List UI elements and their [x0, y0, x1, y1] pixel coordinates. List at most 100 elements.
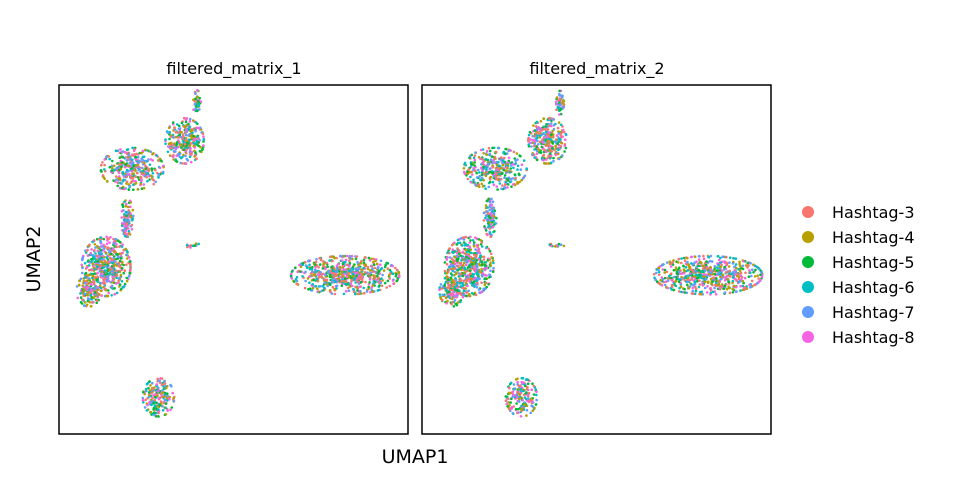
scatter-point — [670, 272, 673, 276]
scatter-point — [750, 274, 753, 278]
scatter-point — [710, 260, 714, 263]
legend-label: Hashtag-6 — [832, 278, 915, 297]
scatter-point — [672, 275, 676, 279]
scatter-point — [370, 264, 374, 268]
scatter-point — [315, 264, 319, 267]
scatter-point — [488, 178, 492, 181]
scatter-point — [85, 266, 89, 269]
scatter-point — [555, 96, 559, 99]
scatter-point — [95, 299, 99, 303]
scatter-point — [759, 278, 762, 282]
legend: Hashtag-3Hashtag-4Hashtag-5Hashtag-6Hash… — [802, 203, 915, 347]
scatter-point — [340, 259, 344, 262]
scatter-point — [555, 108, 558, 111]
scatter-point — [375, 278, 378, 282]
scatter-point — [464, 235, 468, 239]
scatter-point — [509, 177, 513, 181]
scatter-point — [484, 264, 487, 268]
scatter-point — [152, 182, 155, 186]
scatter-point — [468, 264, 472, 268]
scatter-point — [175, 135, 178, 139]
scatter-point — [516, 390, 519, 394]
scatter-point — [500, 187, 503, 191]
scatter-point — [462, 261, 466, 265]
scatter-point — [711, 280, 714, 283]
scatter-point — [372, 277, 376, 280]
scatter-point — [198, 96, 201, 100]
scatter-point — [459, 285, 463, 288]
scatter-point — [488, 152, 492, 156]
scatter-point — [522, 389, 525, 393]
scatter-point — [92, 255, 95, 258]
scatter-point — [372, 263, 376, 267]
scatter-point — [105, 272, 109, 275]
scatter-point — [368, 278, 372, 281]
scatter-point — [513, 394, 516, 397]
scatter-point — [107, 289, 110, 292]
scatter-point — [451, 291, 455, 294]
scatter-point — [326, 265, 330, 269]
scatter-point — [160, 377, 164, 380]
scatter-point — [489, 175, 493, 179]
scatter-point — [727, 265, 731, 268]
scatter-point — [514, 162, 517, 165]
scatter-point — [677, 278, 681, 281]
scatter-point — [511, 177, 515, 180]
scatter-point — [482, 258, 486, 261]
scatter-point — [485, 266, 489, 270]
scatter-point — [132, 188, 135, 191]
scatter-point — [361, 273, 365, 276]
scatter-point — [713, 267, 716, 271]
scatter-point — [328, 273, 332, 277]
scatter-point — [712, 276, 715, 279]
scatter-point — [153, 411, 156, 414]
scatter-point — [327, 269, 331, 273]
scatter-point — [98, 257, 101, 261]
scatter-point — [342, 254, 346, 258]
scatter-points-2 — [438, 89, 764, 418]
scatter-point — [474, 183, 478, 187]
scatter-point — [371, 290, 375, 294]
scatter-point — [453, 285, 457, 289]
scatter-point — [86, 248, 89, 252]
scatter-point — [139, 182, 143, 186]
scatter-point — [718, 284, 722, 288]
scatter-point — [118, 177, 122, 180]
scatter-point — [447, 278, 450, 281]
scatter-point — [487, 197, 490, 201]
scatter-point — [504, 399, 508, 403]
scatter-point — [451, 283, 454, 286]
scatter-point — [315, 258, 318, 261]
scatter-point — [559, 103, 562, 106]
scatter-point — [735, 285, 738, 289]
scatter-point — [115, 291, 119, 295]
scatter-point — [157, 176, 160, 179]
scatter-point — [715, 281, 718, 285]
scatter-point — [155, 383, 158, 386]
legend-label: Hashtag-3 — [832, 203, 915, 222]
scatter-point — [122, 271, 125, 275]
scatter-point — [507, 156, 511, 160]
scatter-point — [143, 392, 146, 396]
scatter-point — [129, 181, 133, 184]
scatter-point — [701, 267, 705, 270]
scatter-point — [351, 272, 355, 276]
scatter-point — [125, 214, 128, 218]
scatter-point — [675, 275, 678, 279]
scatter-point — [138, 168, 141, 172]
scatter-point — [477, 288, 481, 291]
scatter-point — [471, 239, 475, 242]
scatter-point — [439, 283, 443, 286]
scatter-point — [112, 267, 116, 270]
scatter-point — [760, 275, 764, 279]
scatter-point — [468, 293, 471, 296]
scatter-point — [518, 397, 521, 401]
scatter-point — [93, 272, 97, 275]
scatter-point — [756, 274, 759, 278]
scatter-point — [320, 273, 324, 276]
scatter-point — [549, 138, 553, 142]
scatter-point — [675, 277, 678, 281]
scatter-point — [495, 160, 499, 164]
scatter-point — [306, 277, 310, 280]
scatter-point — [459, 300, 462, 304]
